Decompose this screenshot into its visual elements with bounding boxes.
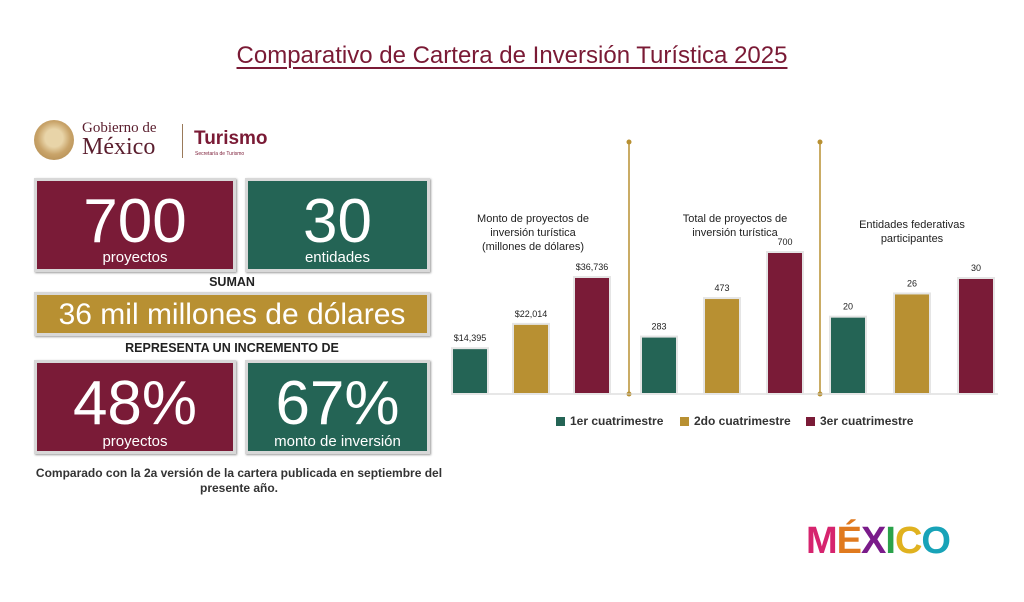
chart-divider-2-cap — [817, 139, 823, 145]
chart1-bar-3 — [573, 276, 611, 395]
logo-turismo-sub: Secretaría de Turismo — [195, 151, 245, 157]
chart3-bar-3 — [957, 277, 995, 395]
kpi-pct-proyectos-label: proyectos — [102, 433, 168, 450]
mexico-brand-logo: MÉXICO — [806, 520, 951, 562]
kpi-pct-monto-box: 67% monto de inversión — [245, 360, 430, 454]
chart2-bar-2 — [703, 297, 741, 396]
kpi-pct-proyectos-box: 48% proyectos — [34, 360, 236, 454]
legend-item-1: 1er cuatrimestre — [556, 414, 663, 428]
legend-label-2: 2do cuatrimestre — [694, 414, 791, 428]
legend-item-2: 2do cuatrimestre — [680, 414, 791, 428]
chart1-label-2: $22,014 — [515, 309, 548, 319]
kpi-entidades-box: 30 entidades — [245, 178, 430, 272]
chart1-bar-2 — [512, 322, 550, 396]
legend-label-1: 1er cuatrimestre — [570, 414, 664, 428]
chart2-label-1: 283 — [651, 322, 666, 332]
chart3-bar-1 — [829, 315, 867, 395]
incremento-label: REPRESENTA UN INCREMENTO DE — [125, 341, 339, 355]
gobierno-turismo-logo: Gobierno de México Turismo Secretaría de… — [34, 118, 294, 164]
chart1-title: Monto de proyectos de inversión turístic… — [458, 212, 608, 254]
legend-swatch-3 — [806, 417, 815, 427]
legend-label-3: 3er cuatrimestre — [820, 414, 914, 428]
kpi-proyectos-label: proyectos — [102, 249, 168, 266]
chart3-label-3: 30 — [971, 263, 981, 273]
logo-turismo: Turismo — [194, 128, 268, 149]
page-title: Comparativo de Cartera de Inversión Turí… — [236, 42, 788, 69]
kpi-proyectos-value: 700 — [83, 187, 187, 256]
legend-swatch-2 — [680, 417, 689, 427]
total-amount: 36 mil millones de dólares — [58, 298, 406, 331]
chart3-label-1: 20 — [843, 302, 853, 312]
chart-divider-1-cap — [626, 139, 632, 145]
chart3-title: Entidades federativas participantes — [859, 219, 965, 245]
kpi-entidades-value: 30 — [303, 187, 372, 256]
logo-gobierno-line1: Gobierno de — [82, 120, 157, 136]
logo-gobierno-line2: México — [82, 134, 156, 160]
legend-item-3: 3er cuatrimestre — [806, 414, 913, 428]
total-amount-box: 36 mil millones de dólares — [34, 292, 430, 336]
chart1-label-3: $36,736 — [576, 262, 609, 272]
chart1-subtitle: (millones de dólares) — [481, 241, 585, 253]
chart2-label-3: 700 — [777, 237, 792, 247]
kpi-proyectos-box: 700 proyectos — [34, 178, 236, 272]
suman-label: SUMAN — [209, 275, 255, 289]
kpi-pct-monto-label: monto de inversión — [274, 433, 401, 450]
chart1-label-1: $14,395 — [454, 333, 487, 343]
chart2-title: Total de proyectos de inversión turístic… — [682, 213, 788, 239]
comparison-note: Comparado con la 2a versión de la carter… — [35, 466, 443, 495]
chart3-bar-2 — [893, 292, 931, 396]
chart1-title-text: Monto de proyectos de inversión turístic… — [477, 213, 589, 239]
chart1-bar-1 — [451, 347, 489, 396]
legend-swatch-1 — [556, 417, 565, 427]
chart2-label-2: 473 — [714, 283, 729, 293]
chart2-bar-1 — [640, 335, 678, 396]
kpi-pct-monto-value: 67% — [275, 369, 400, 438]
kpi-entidades-label: entidades — [304, 249, 371, 266]
chart3-label-2: 26 — [907, 278, 917, 288]
logo-divider — [182, 124, 183, 158]
kpi-pct-proyectos-value: 48% — [72, 369, 198, 438]
chart2-bar-3 — [766, 251, 804, 395]
national-seal-icon — [34, 120, 74, 160]
